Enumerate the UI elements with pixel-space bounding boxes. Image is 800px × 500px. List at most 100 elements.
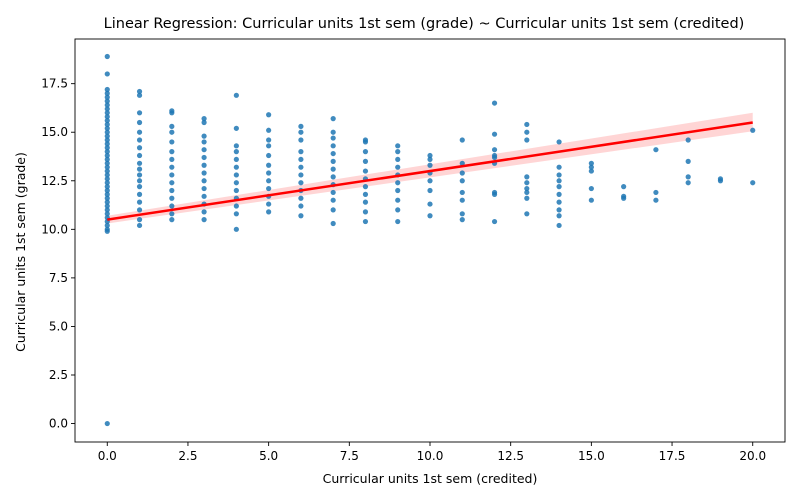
- scatter-point: [298, 129, 304, 135]
- scatter-point: [104, 94, 110, 100]
- scatter-point: [362, 184, 369, 190]
- y-tick-label: 15.0: [41, 125, 68, 139]
- scatter-point: [201, 116, 207, 122]
- scatter-point: [362, 199, 369, 205]
- scatter-point: [588, 168, 594, 174]
- scatter-point: [233, 211, 239, 217]
- scatter-point: [266, 209, 272, 215]
- scatter-point: [362, 149, 369, 155]
- scatter-point: [104, 71, 110, 77]
- scatter-point: [104, 180, 110, 186]
- scatter-point: [395, 149, 401, 155]
- scatter-point: [556, 199, 562, 205]
- scatter-point: [298, 213, 304, 219]
- scatter-point: [491, 100, 498, 106]
- scatter-point: [169, 180, 175, 186]
- scatter-point: [104, 420, 110, 427]
- scatter-point: [266, 143, 272, 149]
- scatter-point: [266, 201, 272, 207]
- scatter-point: [201, 119, 207, 126]
- scatter-point: [104, 86, 110, 93]
- scatter-point: [524, 174, 530, 180]
- scatter-point: [524, 185, 530, 192]
- scatter-point: [169, 123, 175, 129]
- scatter-point: [233, 125, 239, 131]
- scatter-point: [459, 217, 465, 223]
- scatter-point: [266, 170, 272, 176]
- scatter-point: [136, 207, 143, 213]
- scatter-point: [104, 110, 110, 116]
- scatter-point: [685, 174, 691, 180]
- scatter-point: [330, 116, 336, 122]
- scatter-point: [653, 197, 659, 203]
- scatter-point: [266, 127, 272, 133]
- scatter-point: [104, 53, 110, 60]
- scatter-point: [556, 184, 562, 190]
- scatter-point: [201, 154, 207, 161]
- y-tick-label: 17.5: [41, 77, 68, 91]
- scatter-point: [136, 160, 143, 166]
- scatter-point: [201, 170, 207, 176]
- scatter-point: [201, 185, 207, 192]
- scatter-point: [136, 199, 143, 205]
- x-tick-label: 7.5: [340, 449, 359, 463]
- scatter-point: [104, 114, 110, 120]
- scatter-point: [136, 137, 143, 143]
- scatter-point: [330, 220, 336, 227]
- scatter-point: [298, 180, 304, 186]
- scatter-point: [427, 152, 433, 159]
- scatter-point: [169, 195, 175, 201]
- x-tick-label: 17.5: [659, 449, 686, 463]
- scatter-point: [395, 180, 401, 186]
- scatter-point: [104, 191, 110, 197]
- scatter-point: [717, 176, 724, 182]
- scatter-point: [556, 207, 562, 213]
- y-tick-label: 10.0: [41, 222, 68, 236]
- scatter-point: [201, 162, 207, 168]
- regression-line: [107, 121, 753, 221]
- axes-layer: 0.0 2.5 5.0 7.5 10.0 12.5 15.0 17.5 20.0 0.0 2.5 5.…: [41, 38, 786, 463]
- scatter-point: [233, 92, 239, 98]
- scatter-point: [556, 213, 562, 219]
- scatter-point: [104, 222, 110, 229]
- scatter-point: [459, 211, 465, 217]
- scatter-point: [298, 137, 304, 143]
- scatter-point: [104, 203, 110, 209]
- scatter-point: [136, 92, 143, 98]
- scatter-point: [104, 137, 110, 143]
- scatter-point: [169, 108, 175, 114]
- scatter-point: [395, 207, 401, 213]
- scatter-point: [266, 137, 272, 143]
- scatter-point: [621, 184, 627, 190]
- scatter-point: [104, 195, 110, 201]
- scatter-points-layer: [104, 53, 756, 427]
- x-tick-label: 5.0: [259, 449, 278, 463]
- scatter-point: [104, 102, 110, 108]
- scatter-point: [427, 187, 433, 194]
- y-axis-label: Curricular units 1st sem (grade): [13, 152, 28, 352]
- scatter-point: [524, 137, 530, 143]
- scatter-point: [136, 217, 143, 223]
- scatter-point: [233, 172, 239, 178]
- x-tick-label: 12.5: [497, 449, 524, 463]
- scatter-point: [362, 209, 369, 215]
- scatter-point: [201, 139, 207, 145]
- scatter-point: [136, 222, 143, 229]
- scatter-point: [104, 125, 110, 131]
- scatter-point: [330, 174, 336, 180]
- scatter-point: [588, 164, 594, 170]
- scatter-point: [136, 184, 143, 190]
- scatter-point: [491, 189, 498, 196]
- scatter-point: [330, 207, 336, 213]
- scatter-point: [169, 203, 175, 209]
- y-tick-label: 2.5: [49, 368, 68, 382]
- scatter-point: [266, 112, 272, 118]
- scatter-point: [330, 135, 336, 141]
- scatter-point: [104, 207, 110, 213]
- scatter-point: [491, 218, 498, 225]
- scatter-point: [556, 222, 562, 229]
- scatter-point: [201, 133, 207, 139]
- scatter-point: [201, 147, 207, 153]
- scatter-point: [395, 218, 401, 225]
- scatter-point: [104, 226, 110, 232]
